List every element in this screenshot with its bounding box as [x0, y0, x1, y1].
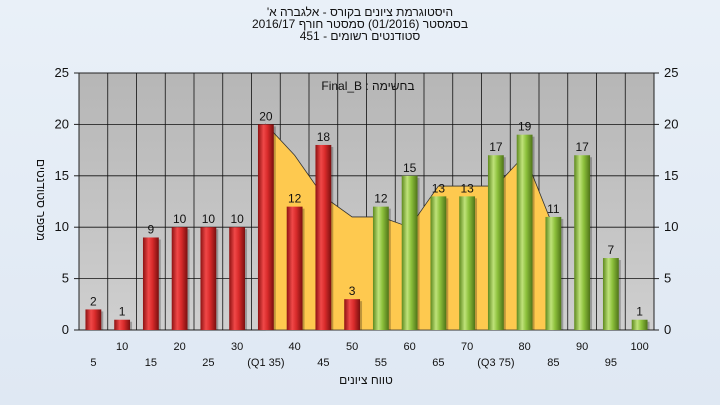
- x-tick-label: 20: [174, 341, 186, 353]
- x-tick-label: 5: [90, 357, 96, 369]
- chart-title-block: היסטוגרמת ציונים בקורס - אלגברה א' בסמסט…: [0, 6, 720, 42]
- y-tick-label-right: 10: [664, 219, 678, 234]
- y-tick-label-right: 15: [664, 168, 678, 183]
- x-tick-label: 30: [231, 341, 243, 353]
- bar-100: [631, 319, 648, 330]
- value-label: 19: [518, 120, 532, 134]
- bar-40: [286, 206, 303, 330]
- value-label: 2: [90, 294, 97, 308]
- chart-subtitle-2: סטודנטים רשומים - 451: [299, 29, 421, 43]
- x-tick-label: 85: [547, 357, 559, 369]
- x-tick-label: 60: [404, 341, 416, 353]
- x-tick-label: 40: [289, 341, 301, 353]
- value-label: 10: [230, 212, 244, 226]
- bar-25: [200, 227, 217, 330]
- value-label: 3: [349, 284, 356, 298]
- x-tick-label: 45: [317, 357, 329, 369]
- bar-95: [602, 258, 619, 330]
- bar-65: [430, 196, 447, 330]
- y-tick-label-right: 20: [664, 116, 678, 131]
- value-label: 13: [460, 181, 474, 195]
- bar-10: [114, 319, 131, 330]
- bar-55: [372, 206, 389, 330]
- bar-5: [85, 309, 102, 330]
- y-tick-label-left: 0: [62, 322, 69, 337]
- chart-annotation: בחשימה : Final_B: [321, 79, 414, 93]
- x-tick-label: 10: [116, 341, 128, 353]
- bar-15: [142, 237, 159, 330]
- x-tick-label: 50: [346, 341, 358, 353]
- x-tick-label: 90: [576, 341, 588, 353]
- value-label: 10: [202, 212, 216, 226]
- x-tick-label: 25: [202, 357, 214, 369]
- x-tick-label: 80: [519, 341, 531, 353]
- value-label: 20: [259, 109, 273, 123]
- bar-70: [459, 196, 476, 330]
- value-label: 17: [489, 140, 503, 154]
- x-tick-label: (Q1 35): [247, 357, 284, 369]
- value-label: 10: [173, 212, 187, 226]
- chart-title: היסטוגרמת ציונים בקורס - אלגברה א': [266, 5, 454, 19]
- value-label: 13: [432, 181, 446, 195]
- x-tick-label: 100: [630, 341, 648, 353]
- bar-85: [545, 216, 562, 330]
- y-tick-label-left: 5: [62, 271, 69, 286]
- y-axis-title: מספר סטודנטים: [34, 159, 48, 241]
- value-label: 7: [608, 243, 615, 257]
- value-label: 12: [288, 192, 302, 206]
- y-tick-label-left: 20: [55, 116, 69, 131]
- value-label: 18: [317, 130, 331, 144]
- x-axis: 5 10 15 20 25 30 (Q1 35) 40 45 50 55 60 65 70 (Q3 75) 8…: [90, 341, 648, 369]
- x-tick-label: (Q3 75): [477, 357, 514, 369]
- y-tick-label-right: 5: [664, 271, 671, 286]
- value-label: 15: [403, 161, 417, 175]
- x-tick-label: 55: [375, 357, 387, 369]
- value-label: 12: [374, 192, 388, 206]
- y-axis-left: 0 5 10 15 20 25: [55, 65, 79, 337]
- bar-90: [574, 155, 591, 330]
- value-label: 1: [636, 305, 643, 319]
- bar-30: [229, 227, 246, 330]
- x-tick-label: 70: [461, 341, 473, 353]
- bar-45: [315, 144, 332, 330]
- value-label: 9: [148, 222, 155, 236]
- bar-60: [401, 175, 418, 330]
- chart-subtitle-1: בסמסטר (01/2016) סמסטר חורף 2016/17: [251, 17, 469, 31]
- y-tick-label-right: 25: [664, 65, 678, 80]
- bar-80: [516, 134, 533, 330]
- y-axis-right: 0 5 10 15 20 25: [654, 65, 678, 337]
- value-label: 11: [547, 202, 560, 216]
- x-tick-label: 95: [605, 357, 617, 369]
- y-tick-label-left: 25: [55, 65, 69, 80]
- y-tick-label-left: 10: [55, 219, 69, 234]
- y-tick-label-right: 0: [664, 322, 671, 337]
- bars-layer: [85, 124, 650, 331]
- bar-(Q1 35): [257, 124, 274, 331]
- bar-50: [344, 299, 361, 330]
- x-tick-label: 65: [432, 357, 444, 369]
- value-label: 17: [575, 140, 589, 154]
- bar-(Q3 75): [487, 155, 504, 330]
- y-tick-label-left: 15: [55, 168, 69, 183]
- x-axis-title: טווח ציונים: [339, 373, 393, 387]
- value-label: 1: [119, 305, 126, 319]
- x-tick-label: 15: [145, 357, 157, 369]
- bar-20: [171, 227, 188, 330]
